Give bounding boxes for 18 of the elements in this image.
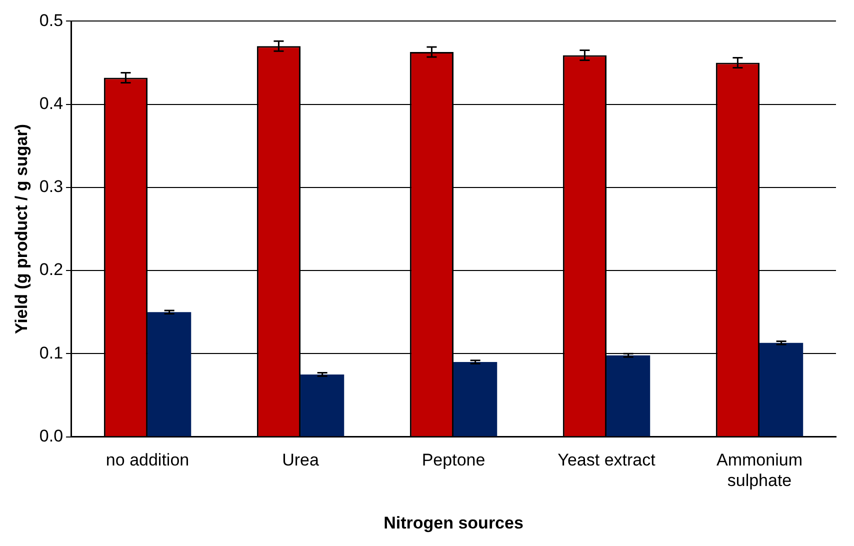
x-axis-title: Nitrogen sources	[384, 513, 524, 532]
y-tick-label: 0.1	[39, 343, 64, 362]
bar	[300, 374, 344, 436]
y-tick-label: 0.3	[39, 177, 64, 196]
x-tick-label: Ammonium sulphate	[716, 450, 802, 490]
bar	[606, 355, 650, 436]
bar	[760, 342, 804, 436]
y-tick-label: 0.5	[39, 10, 64, 30]
x-tick-label: no addition	[106, 450, 190, 470]
x-tick-label: Peptone	[422, 450, 486, 470]
y-tick-label: 0.4	[39, 94, 64, 114]
y-tick-label: 0.0	[39, 426, 64, 446]
x-tick-label: Urea	[282, 450, 320, 470]
y-axis-title: Yield (g product / g sugar)	[12, 124, 31, 334]
bar	[454, 362, 498, 436]
x-tick-label: Yeast extract	[558, 450, 656, 470]
y-tick-label: 0.2	[39, 260, 64, 280]
bar	[148, 312, 192, 436]
